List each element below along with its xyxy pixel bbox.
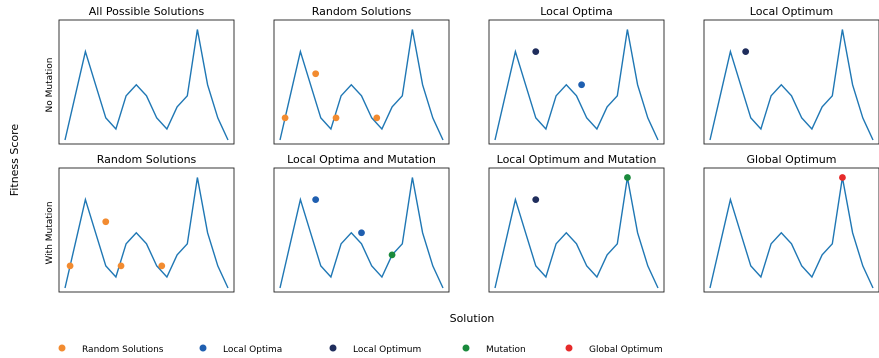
legend-item: Local Optima [199,344,282,355]
solution-point-global-optimum [839,174,846,181]
legend: Random Solutions Local Optima Local Optimu… [58,344,663,355]
solution-point-mutation [624,174,631,181]
subplot: Random Solutions [58,153,235,293]
subplot-title: Random Solutions [312,5,412,18]
solution-point-random [102,218,110,226]
fitness-line [64,177,229,289]
solution-point-random [158,262,166,270]
legend-marker [462,344,470,352]
subplot: Global Optimum [703,153,879,293]
fitness-line [494,29,659,141]
legend-item: Global Optimum [565,344,663,355]
fitness-line [279,29,444,141]
solution-point-mutation [388,251,396,259]
subplot: Local Optimum [703,5,879,145]
subplot: Random Solutions [273,5,450,145]
subplot-frame [703,167,879,293]
figure-xlabel: Solution [450,312,495,325]
legend-label: Local Optima [223,345,282,355]
legend-item: Random Solutions [58,344,164,355]
fitness-line [709,177,874,289]
legend-marker [199,344,207,352]
legend-item: Mutation [462,344,526,355]
solution-point-random [373,114,381,122]
subplot-title: Local Optima and Mutation [287,153,436,166]
solution-point-random [66,262,74,270]
subplot-frame [273,19,450,145]
fitness-line [709,29,874,141]
figure-ylabel: Fitness Score [8,124,21,197]
subplot-frame [488,167,665,293]
legend-label: Random Solutions [82,345,164,355]
solution-point-local-optimum [532,196,540,204]
solution-point-random [312,70,320,78]
solution-point-random [117,262,125,270]
subplot-title: Random Solutions [97,153,197,166]
fitness-line [279,177,444,289]
legend-marker [58,344,66,352]
legend-marker [565,344,573,352]
legend-label: Local Optimum [353,345,421,355]
legend-label: Global Optimum [589,345,663,355]
subplot-title: Local Optima [540,5,612,18]
subplot-title: All Possible Solutions [89,5,205,18]
subplot: Local Optimum and Mutation [488,153,665,293]
subplot-frame [58,167,235,293]
subplot: Local Optima [488,5,665,145]
solution-point-random [332,114,340,122]
subplot: Local Optima and Mutation [273,153,450,293]
solution-point-local-optimum [532,48,540,56]
subplot-frame [488,19,665,145]
row-label-with-mutation: With Mutation [45,201,55,264]
legend-item: Local Optimum [329,344,421,355]
legend-marker [329,344,337,352]
solution-point-local-optimum [742,48,750,56]
subplots: All Possible Solutions Random Solutions Lo… [58,5,879,293]
fitness-line [64,29,229,141]
subplot-title: Local Optimum and Mutation [497,153,657,166]
solution-point-random [281,114,289,122]
solution-point-local-optima [578,81,585,89]
subplot-title: Local Optimum [750,5,833,18]
subplot-frame [273,167,450,293]
subplot-frame [58,19,235,145]
subplot-title: Global Optimum [747,153,837,166]
legend-label: Mutation [486,345,526,355]
subplot-frame [703,19,879,145]
row-label-no-mutation: No Mutation [45,58,55,113]
solution-point-local-optima [358,229,365,237]
fitness-line [494,177,659,289]
subplot: All Possible Solutions [58,5,235,145]
solution-point-local-optima [312,196,320,204]
